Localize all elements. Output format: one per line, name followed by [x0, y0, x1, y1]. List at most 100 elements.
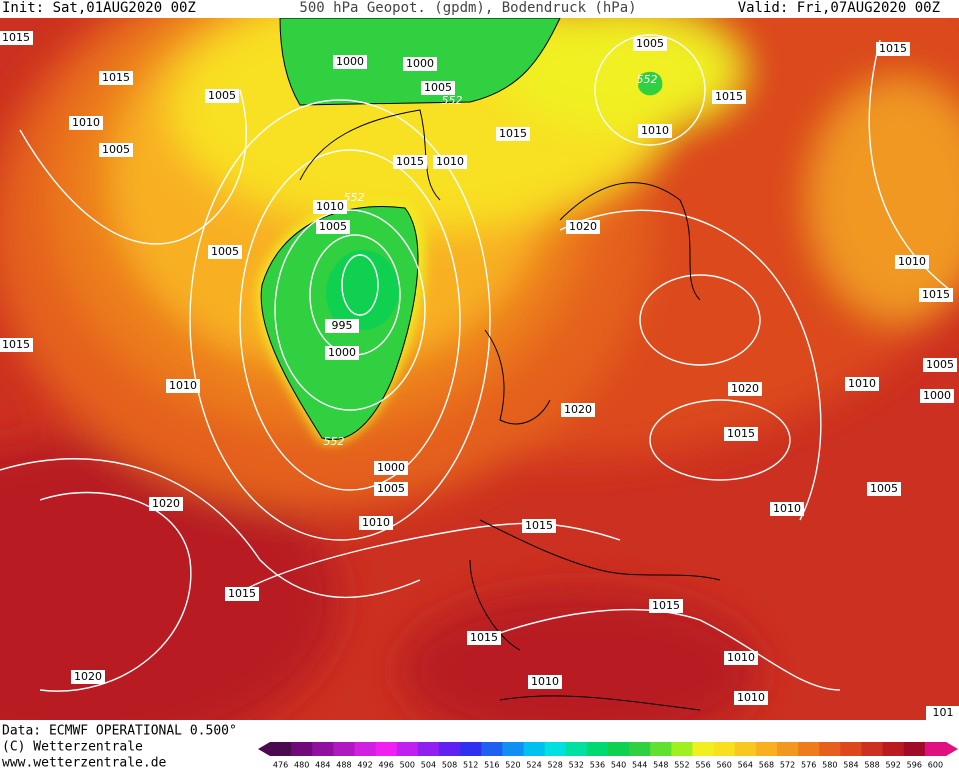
isobar-label-box — [69, 116, 103, 130]
colorbar-cell — [713, 742, 736, 756]
colorbar-cell — [798, 742, 820, 756]
isobar-label: 1010 — [169, 379, 197, 392]
colorbar-cell — [481, 742, 503, 756]
isobar-label: 1015 — [228, 587, 256, 600]
colorbar-cell — [692, 742, 715, 756]
colorbar-label: 544 — [632, 761, 647, 770]
isobar-label: 1015 — [652, 599, 680, 612]
colorbar-label: 576 — [801, 761, 816, 770]
geopotential-label: 552 — [324, 435, 345, 448]
colorbar-cell — [333, 742, 355, 756]
colorbar-cell — [523, 742, 546, 756]
colorbar-label: 556 — [695, 761, 710, 770]
isobar-label-box — [638, 124, 672, 138]
isobar-label-box — [421, 81, 455, 95]
isobar-label: 1010 — [848, 377, 876, 390]
isobar-label-box — [433, 155, 467, 169]
copyright: (C) Wetterzentrale — [2, 740, 143, 755]
colorbar-cell — [924, 742, 947, 756]
isobar-label: 1010 — [436, 155, 464, 168]
colorbar-label: 536 — [590, 761, 605, 770]
isobar-label: 101 — [933, 706, 954, 719]
isobar-label-box — [325, 319, 359, 333]
isobar-label-box — [149, 497, 183, 511]
colorbar-cell — [840, 742, 862, 756]
isobar-label-box — [496, 127, 530, 141]
isobar-label: 1015 — [2, 338, 30, 351]
colorbar-label: 492 — [357, 761, 372, 770]
isobar-label: 1015 — [727, 427, 755, 440]
colorbar-label: 520 — [505, 761, 520, 770]
colorbar-cell — [417, 742, 440, 756]
colorbar-cell — [650, 742, 672, 756]
isobar-label-box — [393, 155, 427, 169]
colorbar-cell — [734, 742, 757, 756]
isobar-label-box — [99, 143, 133, 157]
isobar-label: 1020 — [564, 403, 592, 416]
isobar-label: 1010 — [727, 651, 755, 664]
isobar-label: 1015 — [715, 90, 743, 103]
isobar-label-box — [895, 255, 929, 269]
colorbar-arrow-right — [946, 742, 958, 756]
colorbar-label: 572 — [780, 761, 795, 770]
colorbar-label: 596 — [907, 761, 922, 770]
isobar-label: 1000 — [336, 55, 364, 68]
isobar-label-box — [374, 461, 408, 475]
colorbar-cell — [565, 742, 588, 756]
green-region — [638, 71, 663, 96]
colorbar-label: 568 — [759, 761, 774, 770]
colorbar-label: 476 — [273, 761, 288, 770]
isobar-label-box — [467, 631, 501, 645]
geopotential-label: 552 — [344, 191, 365, 204]
isobar-label-box — [845, 377, 879, 391]
data-source: Data: ECMWF OPERATIONAL 0.500° — [2, 724, 237, 739]
colorbar-label: 484 — [315, 761, 330, 770]
colorbar-label: 580 — [822, 761, 837, 770]
colorbar-label: 504 — [421, 761, 436, 770]
isobar-label: 1015 — [2, 31, 30, 44]
isobar-label: 1005 — [424, 81, 452, 94]
colorbar-label: 524 — [526, 761, 541, 770]
isobar-label-box — [359, 516, 393, 530]
colorbar-label: 528 — [548, 761, 563, 770]
colorbar-label: 600 — [928, 761, 943, 770]
isobar-label: 1015 — [102, 71, 130, 84]
colorbar-label: 564 — [738, 761, 753, 770]
colorbar-label: 480 — [294, 761, 309, 770]
isobar-label: 1020 — [731, 382, 759, 395]
colorbar-label: 560 — [717, 761, 732, 770]
colorbar-cell — [439, 742, 461, 756]
isobar-label: 1005 — [636, 37, 664, 50]
colorbar-cell — [460, 742, 482, 756]
colorbar-cell — [903, 742, 926, 756]
colorbar-cell — [354, 742, 377, 756]
colorbar-cell — [819, 742, 841, 756]
isobar-label-box — [325, 346, 359, 360]
isobar-label: 1010 — [72, 116, 100, 129]
isobar-label-box — [333, 55, 367, 69]
isobar-label-box — [920, 389, 954, 403]
isobar-label-box — [712, 90, 746, 104]
isobar-label-box — [225, 587, 259, 601]
colorbar-cell — [586, 742, 609, 756]
isobar-label-box — [770, 502, 804, 516]
colorbar-label: 508 — [442, 761, 457, 770]
isobar-label: 1000 — [328, 346, 356, 359]
isobar-label-box — [316, 220, 350, 234]
isobar-label: 1000 — [923, 389, 951, 402]
isobar-label-box — [0, 31, 33, 45]
colorbar-cell — [502, 742, 524, 756]
isobar-label: 1005 — [870, 482, 898, 495]
isobar-label-box — [522, 519, 556, 533]
isobar-label: 1015 — [499, 127, 527, 140]
colorbar-label: 500 — [400, 761, 415, 770]
isobar-label: 1010 — [316, 200, 344, 213]
isobar-label: 995 — [332, 319, 353, 332]
isobar-label: 1005 — [211, 245, 239, 258]
isobar-label-box — [876, 42, 910, 56]
colorbar-cell — [629, 742, 651, 756]
colorbar-cell — [375, 742, 398, 756]
